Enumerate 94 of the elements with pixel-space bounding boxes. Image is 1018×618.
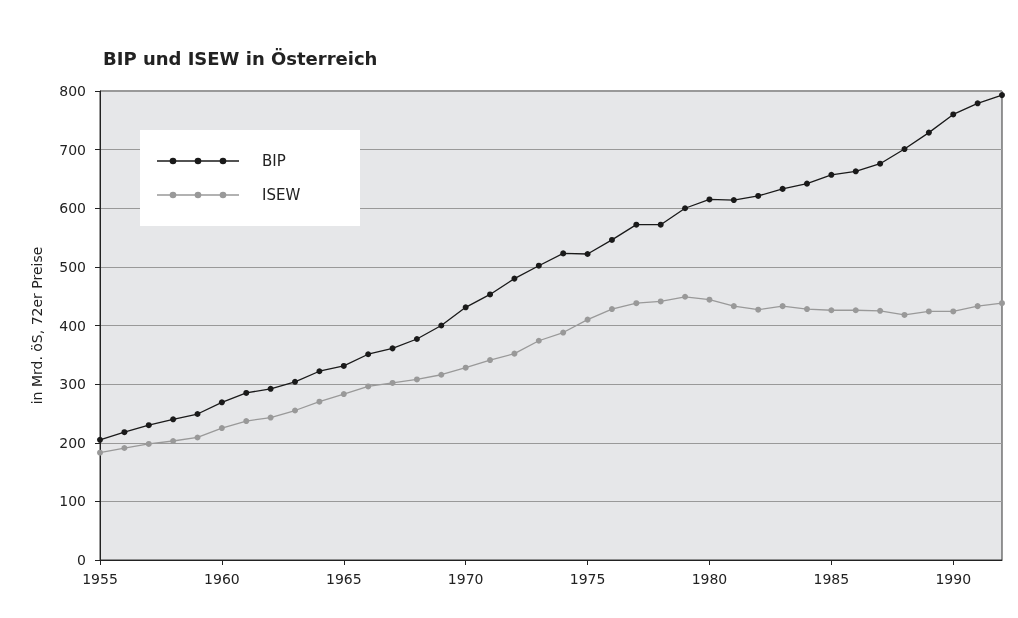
y-tick-label: 0 [77, 552, 86, 568]
point [218, 399, 225, 406]
point [877, 307, 884, 314]
point [194, 411, 201, 418]
point [511, 350, 518, 357]
point [365, 383, 372, 390]
point [511, 275, 518, 282]
point [170, 437, 177, 444]
point [706, 296, 713, 303]
point [121, 445, 128, 452]
point [852, 168, 859, 175]
point [145, 422, 152, 429]
point [194, 434, 201, 441]
legend-label: ISEW [262, 186, 301, 204]
y-tick-label: 300 [59, 376, 86, 393]
point [901, 311, 908, 318]
y-tick-label: 800 [59, 83, 86, 99]
point [267, 414, 274, 421]
point [560, 250, 567, 257]
point [974, 303, 981, 310]
point [852, 307, 859, 314]
point [901, 146, 908, 153]
y-tick-label: 600 [59, 200, 86, 217]
point [389, 379, 396, 386]
point [755, 306, 762, 313]
point [560, 329, 567, 336]
point [584, 316, 591, 323]
point [218, 425, 225, 432]
point [730, 197, 737, 204]
point [682, 205, 689, 212]
point [706, 196, 713, 203]
point [316, 368, 323, 375]
x-tick-label: 1955 [82, 571, 118, 587]
point [340, 362, 347, 369]
point [633, 221, 640, 228]
y-tick-label: 700 [59, 141, 86, 158]
x-tick-label: 1975 [569, 571, 606, 587]
point [535, 337, 542, 344]
point [365, 351, 372, 358]
point [292, 378, 299, 385]
point [487, 291, 494, 298]
point [145, 440, 152, 447]
point [292, 407, 299, 414]
point [974, 100, 981, 107]
point [730, 303, 737, 310]
point [462, 364, 469, 371]
point [487, 357, 494, 364]
point [608, 306, 615, 313]
point [535, 262, 542, 269]
point [999, 92, 1005, 99]
y-tick-label: 100 [59, 493, 86, 510]
point [925, 129, 932, 136]
point [97, 436, 103, 443]
x-tick-label: 1970 [447, 571, 484, 587]
point [267, 385, 274, 392]
point [803, 306, 810, 313]
point [828, 307, 835, 314]
point [950, 308, 957, 315]
y-tick-label: 500 [59, 258, 86, 275]
point [584, 250, 591, 257]
point [682, 293, 689, 300]
chart-title: BIP und ISEW in Österreich [103, 47, 378, 69]
point [462, 304, 469, 311]
point [438, 371, 445, 378]
point [999, 300, 1005, 307]
point [121, 429, 128, 436]
x-tick-label: 1985 [813, 571, 850, 587]
point [925, 308, 932, 315]
legend-label: BIP [262, 152, 286, 170]
point [97, 449, 103, 456]
point [413, 376, 420, 383]
point [828, 171, 835, 178]
point [779, 303, 786, 310]
point [877, 160, 884, 167]
point [755, 192, 762, 199]
point [316, 398, 323, 405]
y-tick-label: 200 [59, 434, 86, 451]
point [243, 389, 250, 396]
y-tick-label: 400 [59, 317, 86, 334]
y-axis-title: in Mrd. öS, 72er Preise [29, 246, 45, 405]
point [657, 221, 664, 228]
point [170, 416, 177, 423]
x-tick-label: 1960 [204, 571, 240, 587]
x-tick-label: 1990 [935, 571, 972, 587]
x-tick-label: 1980 [691, 571, 728, 587]
point [340, 391, 347, 398]
point [803, 180, 810, 187]
point [779, 185, 786, 192]
point [950, 111, 957, 118]
point [413, 335, 420, 342]
point [608, 236, 615, 243]
point [243, 418, 250, 425]
point [633, 300, 640, 307]
x-tick-label: 1965 [325, 571, 362, 587]
